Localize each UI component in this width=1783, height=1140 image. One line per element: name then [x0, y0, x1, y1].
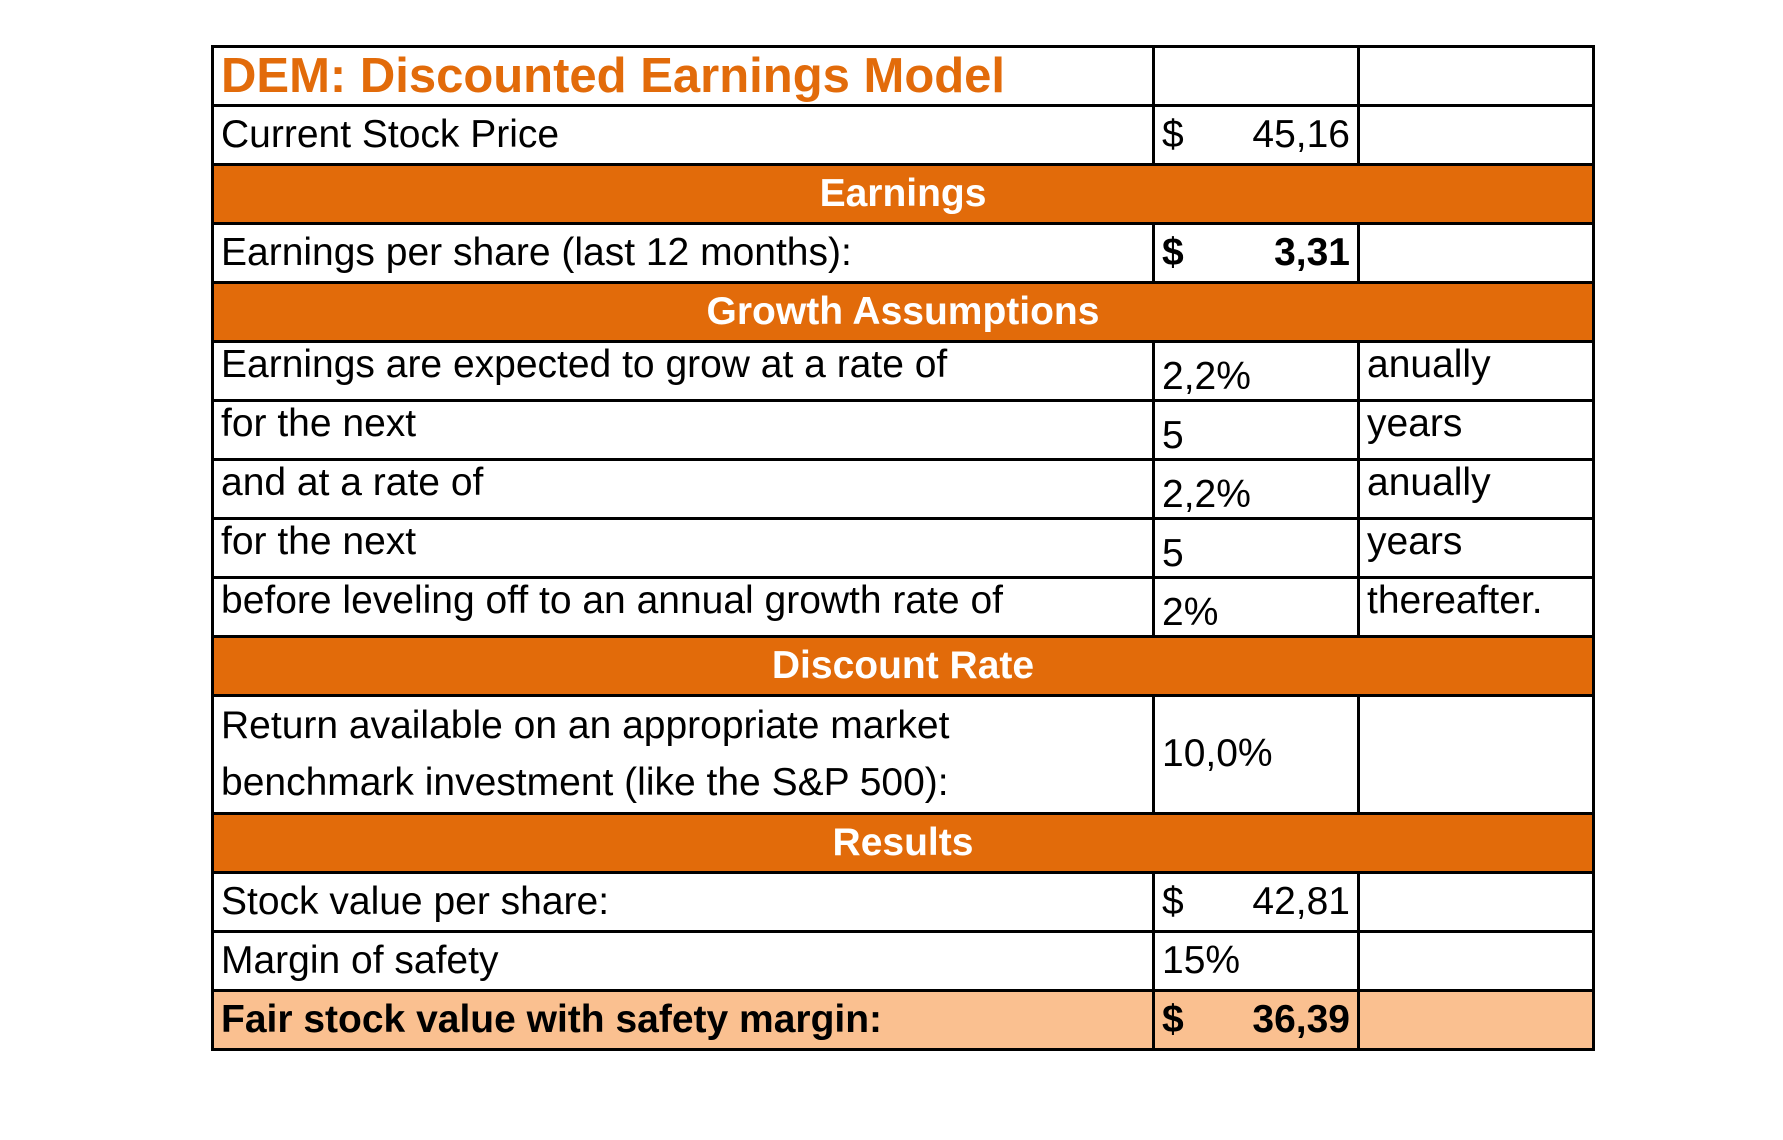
dem-table: DEM: Discounted Earnings Model Current S… — [211, 44, 1595, 1052]
empty-cell[interactable] — [1357, 989, 1595, 1052]
earnings-row: Earnings per share (last 12 months): $3,… — [211, 222, 1595, 285]
growth-row: for the next 5 years — [211, 517, 1595, 580]
current-price-amount: 45,16 — [1252, 112, 1350, 156]
growth-value[interactable]: 5 — [1152, 517, 1360, 580]
growth-row: Earnings are expected to grow at a rate … — [211, 340, 1595, 403]
growth-value[interactable]: 2,2% — [1152, 340, 1360, 403]
section-title-discount: Discount Rate — [211, 635, 1595, 698]
section-title-results: Results — [211, 812, 1595, 875]
fair-value-amount: 36,39 — [1252, 997, 1350, 1041]
eps-value[interactable]: $3,31 — [1152, 222, 1360, 285]
empty-cell[interactable] — [1357, 871, 1595, 934]
empty-cell[interactable] — [1357, 222, 1595, 285]
stock-value-value[interactable]: $42,81 — [1152, 871, 1360, 934]
margin-label: Margin of safety — [211, 930, 1155, 993]
currency-symbol: $ — [1162, 112, 1184, 156]
fair-value-value[interactable]: $36,39 — [1152, 989, 1360, 1052]
section-title-growth: Growth Assumptions — [211, 281, 1595, 344]
section-header-results: Results — [211, 812, 1595, 875]
growth-unit: years — [1357, 399, 1595, 462]
fair-value-label: Fair stock value with safety margin: — [211, 989, 1155, 1052]
growth-row: and at a rate of 2,2% anually — [211, 458, 1595, 521]
currency-symbol: $ — [1162, 230, 1184, 274]
current-price-label: Current Stock Price — [211, 104, 1155, 167]
discount-row: Return available on an appropriate marke… — [211, 694, 1595, 816]
growth-row: before leveling off to an annual growth … — [211, 576, 1595, 639]
empty-cell[interactable] — [1357, 694, 1595, 816]
section-header-discount: Discount Rate — [211, 635, 1595, 698]
growth-unit: anually — [1357, 458, 1595, 521]
eps-amount: 3,31 — [1274, 230, 1350, 274]
current-price-value[interactable]: $45,16 — [1152, 104, 1360, 167]
model-title: DEM: Discounted Earnings Model — [211, 44, 1155, 108]
empty-cell[interactable] — [1357, 104, 1595, 167]
section-header-growth: Growth Assumptions — [211, 281, 1595, 344]
growth-label: and at a rate of — [211, 458, 1155, 521]
stock-value-label: Stock value per share: — [211, 871, 1155, 934]
section-title-earnings: Earnings — [211, 163, 1595, 226]
discount-label: Return available on an appropriate marke… — [211, 694, 1155, 816]
margin-row: Margin of safety 15% — [211, 930, 1595, 993]
stock-value-row: Stock value per share: $42,81 — [211, 871, 1595, 934]
empty-cell[interactable] — [1357, 44, 1595, 108]
growth-value[interactable]: 2,2% — [1152, 458, 1360, 521]
fair-value-row: Fair stock value with safety margin: $36… — [211, 989, 1595, 1052]
eps-label: Earnings per share (last 12 months): — [211, 222, 1155, 285]
empty-cell[interactable] — [1152, 44, 1360, 108]
section-header-earnings: Earnings — [211, 163, 1595, 226]
growth-unit: anually — [1357, 340, 1595, 403]
currency-symbol: $ — [1162, 997, 1184, 1041]
empty-cell[interactable] — [1357, 930, 1595, 993]
growth-label: for the next — [211, 517, 1155, 580]
growth-label: for the next — [211, 399, 1155, 462]
growth-value[interactable]: 5 — [1152, 399, 1360, 462]
currency-symbol: $ — [1162, 879, 1184, 923]
growth-value[interactable]: 2% — [1152, 576, 1360, 639]
current-price-row: Current Stock Price $45,16 — [211, 104, 1595, 167]
growth-label: before leveling off to an annual growth … — [211, 576, 1155, 639]
growth-unit: thereafter. — [1357, 576, 1595, 639]
stock-value-amount: 42,81 — [1252, 879, 1350, 923]
discount-value[interactable]: 10,0% — [1152, 694, 1360, 816]
growth-unit: years — [1357, 517, 1595, 580]
growth-label: Earnings are expected to grow at a rate … — [211, 340, 1155, 403]
margin-value[interactable]: 15% — [1152, 930, 1360, 993]
title-row: DEM: Discounted Earnings Model — [211, 44, 1595, 108]
growth-row: for the next 5 years — [211, 399, 1595, 462]
